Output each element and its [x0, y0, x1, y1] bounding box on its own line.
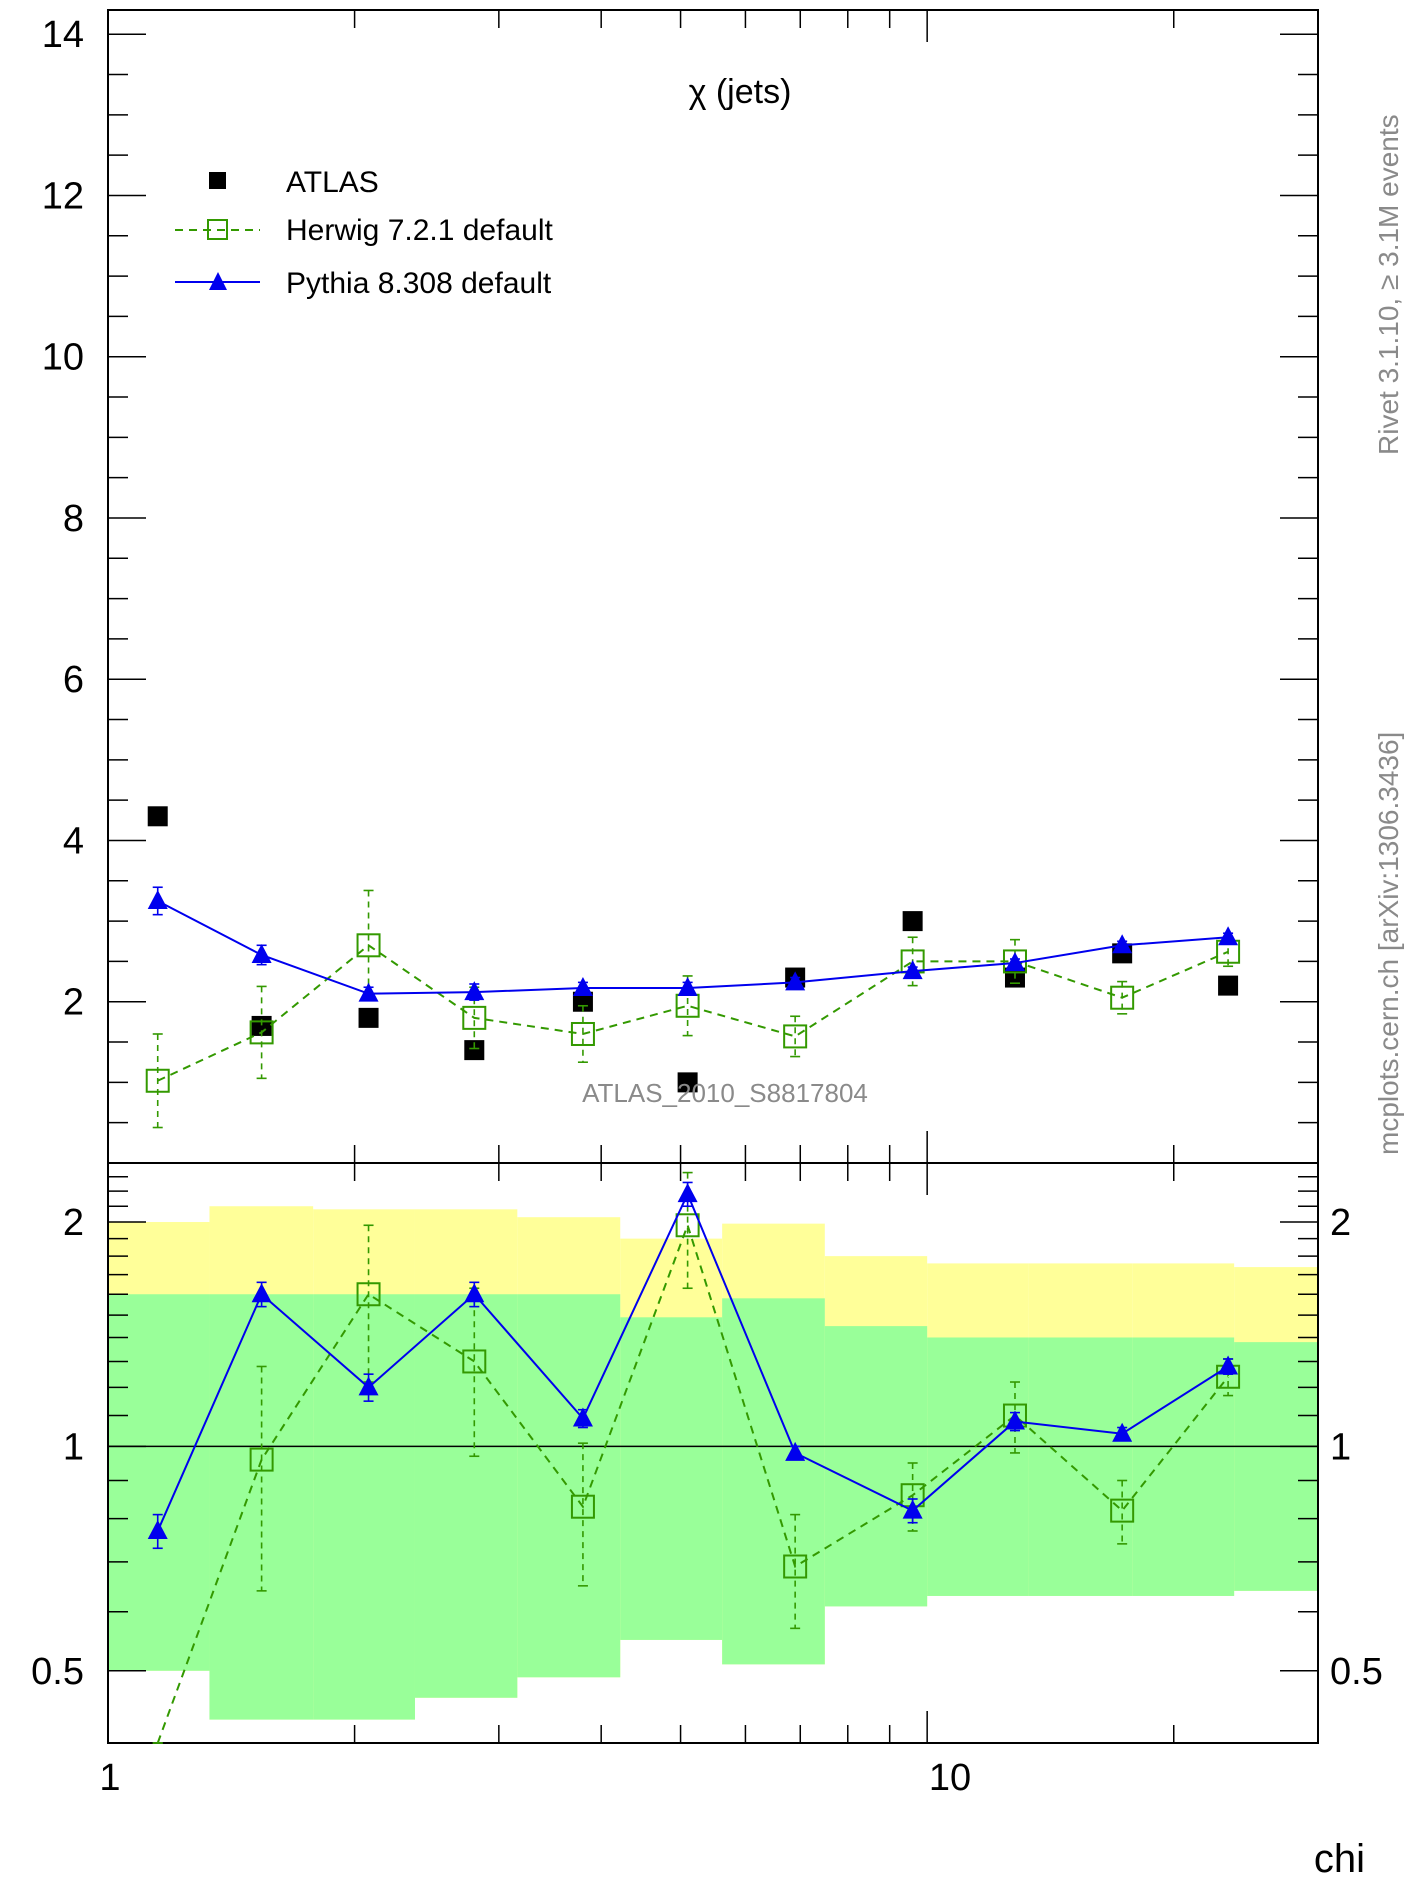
ratio-band-green-9 — [1028, 1337, 1133, 1596]
main-ytick-label-12: 12 — [42, 175, 84, 217]
ratio-band-green-2 — [313, 1294, 415, 1720]
ratio-pythia-ratio-point-1 — [251, 1283, 272, 1303]
ratio-band-green-10 — [1132, 1337, 1235, 1596]
main-atlas-data-point-2 — [358, 1007, 379, 1028]
ratio-panel: 0.5 0.5 1 1 2 2 — [31, 1162, 1383, 1744]
x-tick-label-1: 1 — [99, 1757, 120, 1799]
legend-marker-atlas — [209, 172, 226, 189]
side-label-rivet: Rivet 3.1.10, ≥ 3.1M events — [1373, 114, 1404, 455]
ratio-herwig-ratio-point-4 — [570, 1494, 595, 1519]
main-pythia-mc-point-7 — [902, 960, 923, 980]
ratio-pythia-ratio-point-10 — [1218, 1355, 1239, 1375]
ratio-ytick-label-right-2: 2 — [1330, 1202, 1351, 1244]
legend-marker-herwig — [207, 219, 228, 240]
plot-title: χ (jets) — [689, 73, 792, 111]
main-pythia-mc-point-0 — [147, 889, 168, 909]
ratio-band-green-3 — [414, 1294, 518, 1698]
ratio-herwig-ratio-point-1 — [249, 1447, 274, 1472]
main-ytick-label-14: 14 — [42, 14, 84, 56]
ratio-pythia-ratio-point-2 — [358, 1376, 379, 1396]
main-atlas-data-point-7 — [902, 911, 923, 932]
ratio-pythia-ratio-point-9 — [1112, 1422, 1133, 1442]
ratio-pythia-ratio-point-8 — [1004, 1410, 1025, 1430]
ratio-frame — [107, 1162, 1319, 1744]
main-herwig-mc-point-2 — [356, 933, 381, 958]
legend-marker-pythia — [209, 272, 227, 290]
ratio-band-green-11 — [1234, 1342, 1318, 1591]
x-axis-label: chi — [1314, 1837, 1365, 1881]
main-herwig-mc-point-4 — [570, 1021, 595, 1046]
main-atlas-data-point-10 — [1218, 975, 1239, 996]
main-pythia-mc-point-9 — [1112, 934, 1133, 954]
main-panel: 2 4 6 8 10 12 14 — [42, 9, 1319, 1164]
main-pythia-mc-point-5 — [677, 977, 698, 997]
main-ytick-label-6: 6 — [63, 659, 84, 701]
ratio-band-green-1 — [209, 1294, 314, 1720]
ratio-band-green-8 — [927, 1337, 1029, 1596]
x-tick-label-10: 10 — [929, 1757, 971, 1799]
ratio-ytick-label-right-1: 1 — [1330, 1426, 1351, 1468]
ratio-band-green-7 — [824, 1326, 928, 1607]
legend-label-atlas: ATLAS — [286, 166, 379, 199]
ratio-pythia-ratio-point-4 — [572, 1407, 593, 1427]
legend-label-herwig: Herwig 7.2.1 default — [286, 214, 553, 247]
ratio-ytick-label-left-1: 1 — [63, 1426, 84, 1468]
ratio-pythia-ratio-point-5 — [677, 1183, 698, 1203]
main-pythia-mc-point-8 — [1004, 952, 1025, 972]
ratio-herwig-ratio-point-3 — [462, 1349, 487, 1374]
legend-label-pythia: Pythia 8.308 default — [286, 267, 552, 300]
legend: ATLAS Herwig 7.2.1 default Pythia 8.308 … — [175, 166, 553, 300]
ratio-pythia-ratio-point-0 — [147, 1519, 168, 1539]
main-herwig-mc-point-9 — [1110, 985, 1135, 1010]
main-atlas-data-point-0 — [147, 806, 168, 827]
main-pythia-mc-point-4 — [572, 977, 593, 997]
main-pythia-mc-point-2 — [358, 982, 379, 1002]
main-atlas-data-point-4 — [572, 991, 593, 1012]
main-atlas-data-point-3 — [464, 1040, 485, 1061]
ratio-herwig-ratio-point-5 — [675, 1213, 700, 1238]
main-herwig-mc-line — [157, 944, 1229, 1082]
ratio-ytick-label-right-0.5: 0.5 — [1330, 1651, 1383, 1693]
ratio-band-green-5 — [620, 1317, 723, 1640]
ratio-herwig-ratio-point-2 — [356, 1282, 381, 1307]
main-ytick-label-8: 8 — [63, 498, 84, 540]
ratio-band-green-0 — [108, 1294, 210, 1671]
ratio-herwig-ratio-point-9 — [1110, 1498, 1135, 1523]
main-atlas-data-point-5 — [677, 1072, 698, 1093]
watermark: ATLAS_2010_S8817804 — [582, 1078, 868, 1108]
main-pythia-mc-point-10 — [1218, 926, 1239, 946]
ratio-pythia-ratio-point-3 — [464, 1283, 485, 1303]
main-ytick-label-2: 2 — [63, 982, 84, 1024]
main-ytick-label-4: 4 — [63, 820, 84, 862]
ratio-ytick-label-left-2: 2 — [63, 1202, 84, 1244]
ratio-herwig-ratio-line — [156, 1222, 1229, 1744]
main-herwig-mc-point-0 — [145, 1068, 170, 1093]
ratio-band-green-4 — [517, 1294, 621, 1678]
ratio-pythia-ratio-point-6 — [785, 1441, 806, 1461]
ratio-pythia-ratio-point-7 — [902, 1499, 923, 1519]
main-pythia-mc-point-3 — [464, 981, 485, 1001]
main-ytick-label-10: 10 — [42, 337, 84, 379]
main-herwig-mc-point-3 — [462, 1005, 487, 1030]
main-herwig-mc-point-1 — [249, 1020, 274, 1045]
main-pythia-mc-point-6 — [785, 971, 806, 991]
ratio-ytick-label-left-0.5: 0.5 — [31, 1651, 84, 1693]
ratio-herwig-ratio-point-6 — [783, 1554, 808, 1579]
ratio-band-green-6 — [722, 1298, 825, 1665]
main-herwig-mc-point-6 — [783, 1024, 808, 1049]
main-pythia-mc-point-1 — [251, 943, 272, 963]
side-label-mcplots: mcplots.cern.ch [arXiv:1306.3436] — [1373, 732, 1404, 1155]
